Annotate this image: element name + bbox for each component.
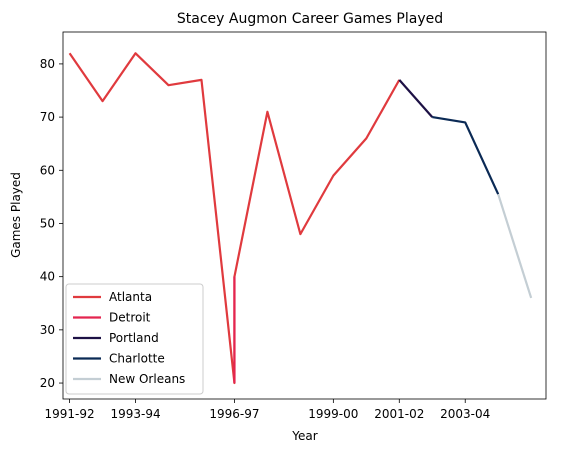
legend-label-charlotte: Charlotte xyxy=(109,352,165,366)
y-tick-label: 60 xyxy=(40,163,55,177)
x-axis-label: Year xyxy=(291,429,317,443)
series-line-portland xyxy=(398,79,434,118)
legend: Atlanta Detroit Portland Charlotte New Orlea… xyxy=(65,283,204,395)
legend-label-atlanta: Atlanta xyxy=(109,290,152,304)
x-tick-label: 1993-94 xyxy=(110,407,160,421)
y-tick-label: 40 xyxy=(40,270,55,284)
series-lines xyxy=(68,52,533,385)
y-tick-label: 30 xyxy=(40,323,55,337)
chart-title: Stacey Augmon Career Games Played xyxy=(177,11,443,27)
legend-label-new-orleans: New Orleans xyxy=(109,372,185,386)
x-tick-label: 1991-92 xyxy=(45,407,95,421)
y-tick-label: 80 xyxy=(40,57,55,71)
legend-box xyxy=(65,283,204,395)
series-line-new-orleans xyxy=(497,193,533,299)
x-axis: 1991-92 1993-94 1996-97 1999-00 2001-02 2003-… xyxy=(45,399,490,421)
y-tick-label: 70 xyxy=(40,110,55,124)
x-tick-label: 2001-02 xyxy=(374,407,424,421)
y-axis-label: Games Played xyxy=(9,172,23,258)
legend-label-detroit: Detroit xyxy=(109,311,151,325)
y-axis: 20 30 40 50 60 70 80 xyxy=(40,57,63,390)
y-tick-label: 50 xyxy=(40,216,55,230)
x-tick-label: 1996-97 xyxy=(209,407,259,421)
legend-label-portland: Portland xyxy=(109,331,159,345)
plot-area xyxy=(62,31,547,400)
series-line-charlotte xyxy=(432,116,500,195)
y-tick-label: 20 xyxy=(40,376,55,390)
x-tick-label: 1999-00 xyxy=(308,407,358,421)
x-tick-label: 2003-04 xyxy=(440,407,490,421)
